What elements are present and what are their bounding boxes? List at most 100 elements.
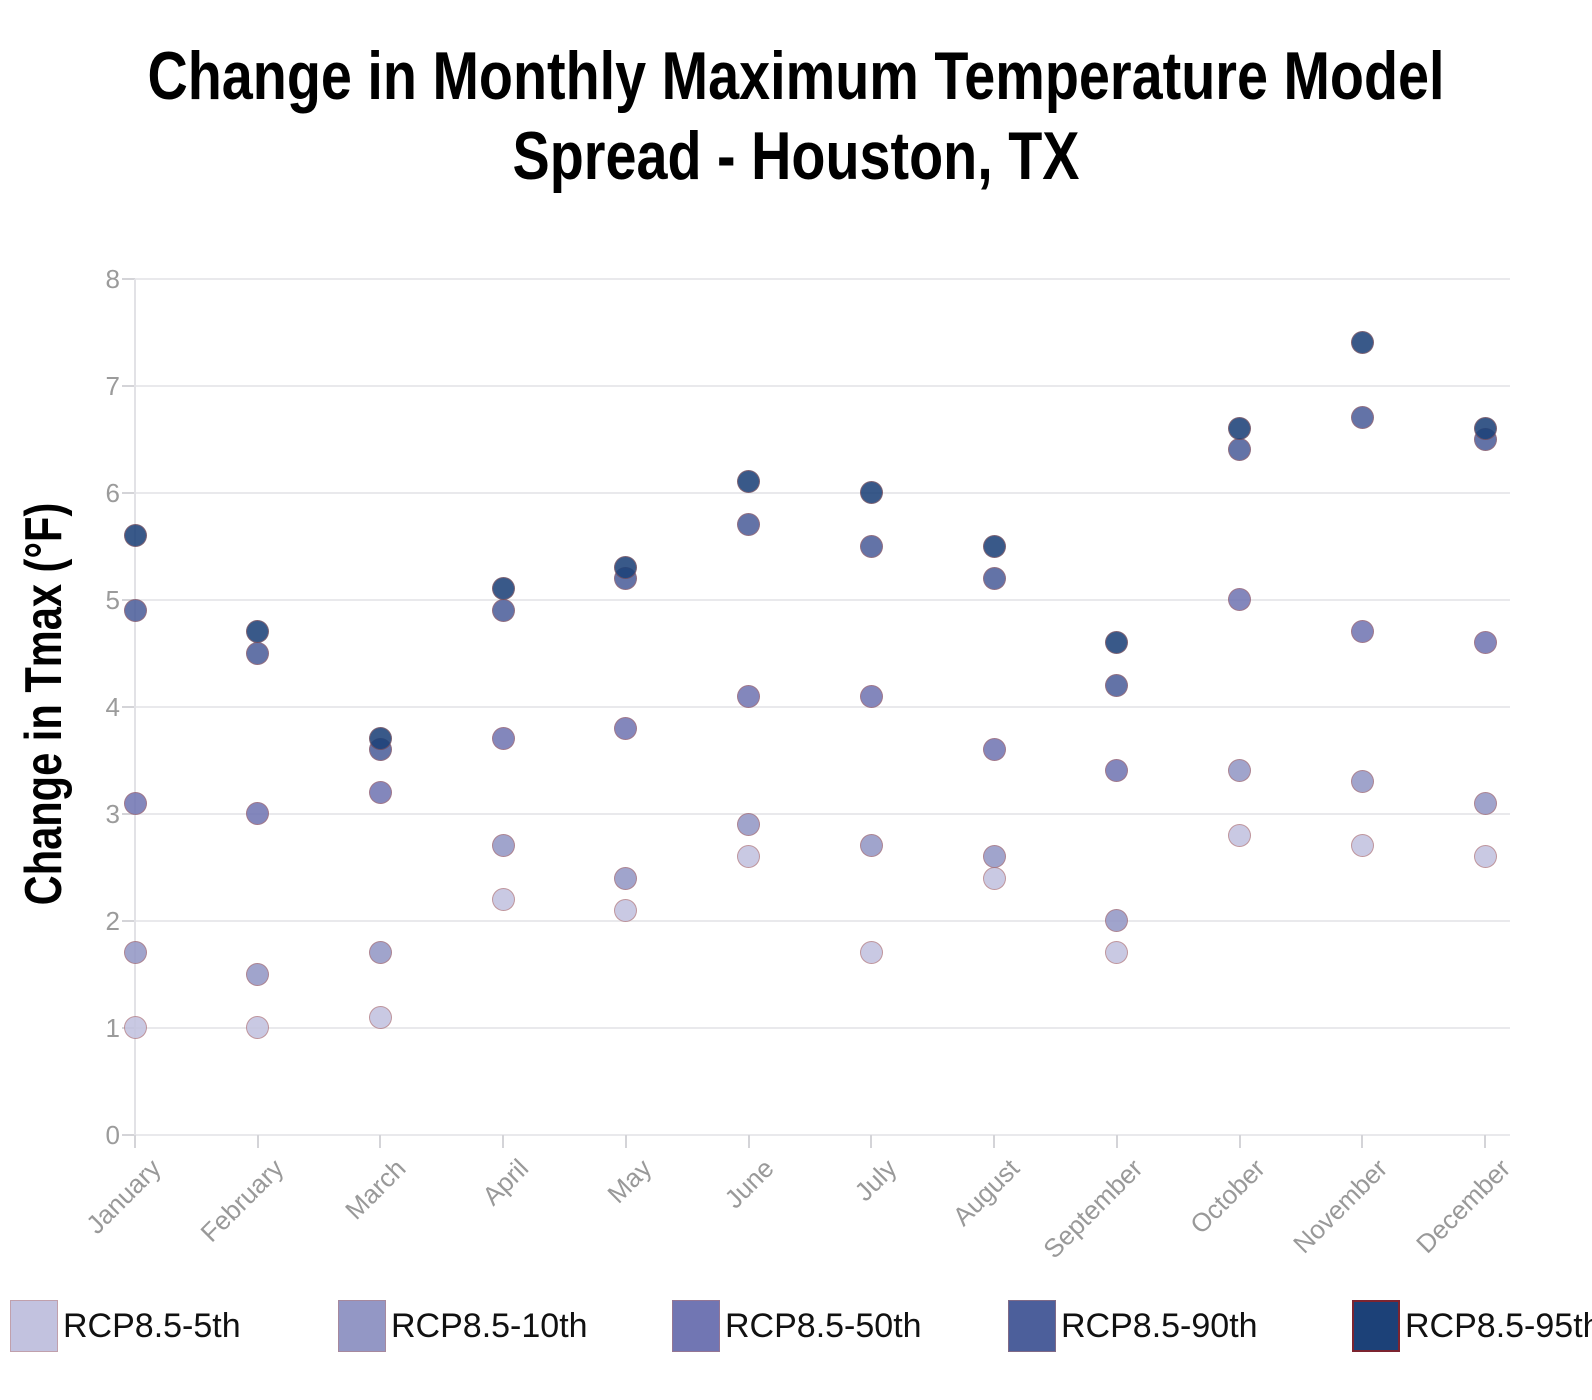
- legend-label: RCP8.5-50th: [725, 1306, 922, 1345]
- chart-title-line-1: Change in Monthly Maximum Temperature Mo…: [147, 38, 1445, 114]
- data-point-rcp8.5-5th: [1473, 845, 1497, 869]
- y-axis-tick: [122, 598, 135, 601]
- y-gridline: [135, 705, 1510, 708]
- y-axis-tick: [122, 1134, 135, 1136]
- legend-swatch-rcp8.5-95th: [1352, 1300, 1400, 1352]
- data-point-rcp8.5-10th: [123, 941, 147, 965]
- data-point-rcp8.5-95th: [246, 620, 270, 644]
- legend-item-rcp8.5-95th[interactable]: RCP8.5-95th: [1352, 1300, 1592, 1352]
- x-axis-tick: [256, 1135, 259, 1148]
- y-axis-label: 3: [105, 798, 120, 829]
- data-point-rcp8.5-95th: [982, 534, 1006, 558]
- legend-swatch-rcp8.5-5th: [10, 1300, 58, 1352]
- y-axis-tick: [122, 812, 135, 815]
- data-point-rcp8.5-5th: [737, 845, 761, 869]
- legend-label: RCP8.5-90th: [1061, 1306, 1258, 1345]
- y-axis-label: 1: [105, 1012, 120, 1043]
- data-point-rcp8.5-10th: [1473, 791, 1497, 815]
- x-axis-tick: [624, 1135, 627, 1148]
- legend-item-rcp8.5-90th[interactable]: RCP8.5-90th: [1008, 1300, 1258, 1352]
- legend-item-rcp8.5-10th[interactable]: RCP8.5-10th: [338, 1300, 588, 1352]
- data-point-rcp8.5-5th: [614, 898, 638, 922]
- y-gridline: [135, 598, 1510, 601]
- x-axis-tick: [134, 1135, 136, 1148]
- data-point-rcp8.5-10th: [737, 813, 761, 837]
- y-axis-label: 6: [105, 477, 120, 508]
- y-axis-label: 4: [105, 691, 120, 722]
- data-point-rcp8.5-10th: [1105, 909, 1129, 933]
- x-axis-label: July: [848, 1153, 903, 1207]
- chart-title: Change in Monthly Maximum Temperature Mo…: [0, 36, 1592, 196]
- data-point-rcp8.5-10th: [859, 834, 883, 858]
- data-point-rcp8.5-5th: [1228, 823, 1252, 847]
- data-point-rcp8.5-10th: [1350, 770, 1374, 794]
- data-point-rcp8.5-90th: [737, 513, 761, 537]
- data-point-rcp8.5-90th: [246, 641, 270, 665]
- y-axis-tick: [122, 919, 135, 922]
- y-axis-label: 7: [105, 370, 120, 401]
- data-point-rcp8.5-50th: [737, 684, 761, 708]
- legend-item-rcp8.5-5th[interactable]: RCP8.5-5th: [10, 1300, 241, 1352]
- data-point-rcp8.5-50th: [246, 802, 270, 826]
- data-point-rcp8.5-50th: [1105, 759, 1129, 783]
- legend-item-rcp8.5-50th[interactable]: RCP8.5-50th: [672, 1300, 922, 1352]
- x-axis-label: May: [601, 1153, 658, 1209]
- x-axis-tick: [870, 1135, 873, 1148]
- data-point-rcp8.5-5th: [1105, 941, 1129, 965]
- data-point-rcp8.5-5th: [123, 1016, 147, 1040]
- x-axis-label: November: [1287, 1153, 1394, 1260]
- data-point-rcp8.5-95th: [368, 727, 392, 751]
- x-axis-label: September: [1036, 1153, 1149, 1265]
- data-point-rcp8.5-10th: [1228, 759, 1252, 783]
- y-axis-label: 8: [105, 263, 120, 294]
- data-point-rcp8.5-10th: [491, 834, 515, 858]
- data-point-rcp8.5-95th: [1228, 416, 1252, 440]
- y-gridline: [135, 1026, 1510, 1029]
- y-axis-label: 5: [105, 584, 120, 615]
- data-point-rcp8.5-50th: [1473, 631, 1497, 655]
- data-point-rcp8.5-50th: [614, 716, 638, 740]
- data-point-rcp8.5-50th: [123, 791, 147, 815]
- data-point-rcp8.5-95th: [1473, 416, 1497, 440]
- data-point-rcp8.5-90th: [123, 598, 147, 622]
- data-point-rcp8.5-5th: [1350, 834, 1374, 858]
- data-point-rcp8.5-90th: [1350, 406, 1374, 430]
- y-gridline: [135, 491, 1510, 494]
- data-point-rcp8.5-90th: [982, 566, 1006, 590]
- data-point-rcp8.5-5th: [859, 941, 883, 965]
- x-axis-tick: [1484, 1135, 1487, 1148]
- data-point-rcp8.5-50th: [491, 727, 515, 751]
- data-point-rcp8.5-50th: [1350, 620, 1374, 644]
- x-axis-label: January: [79, 1153, 167, 1240]
- data-point-rcp8.5-90th: [859, 534, 883, 558]
- x-axis-label: June: [718, 1153, 780, 1215]
- x-axis-tick: [1238, 1135, 1241, 1148]
- data-point-rcp8.5-95th: [1105, 631, 1129, 655]
- y-gridline: [135, 919, 1510, 922]
- y-axis-tick: [122, 384, 135, 387]
- legend-swatch-rcp8.5-90th: [1008, 1300, 1056, 1352]
- x-axis-tick: [1361, 1135, 1364, 1148]
- data-point-rcp8.5-90th: [491, 598, 515, 622]
- data-point-rcp8.5-95th: [737, 470, 761, 494]
- chart-title-line-2: Spread - Houston, TX: [512, 118, 1080, 194]
- x-axis-tick: [747, 1135, 750, 1148]
- data-point-rcp8.5-50th: [1228, 588, 1252, 612]
- y-axis-tick: [122, 277, 135, 280]
- data-point-rcp8.5-5th: [982, 866, 1006, 890]
- x-axis-tick: [993, 1135, 996, 1148]
- y-axis-line: [134, 278, 136, 1135]
- data-point-rcp8.5-95th: [491, 577, 515, 601]
- data-point-rcp8.5-5th: [491, 887, 515, 911]
- data-point-rcp8.5-95th: [614, 556, 638, 580]
- x-axis-tick: [502, 1135, 505, 1148]
- data-point-rcp8.5-95th: [859, 481, 883, 505]
- y-axis-tick: [122, 491, 135, 494]
- legend-label: RCP8.5-95th: [1405, 1306, 1592, 1345]
- legend-label: RCP8.5-10th: [391, 1306, 588, 1345]
- data-point-rcp8.5-90th: [1105, 673, 1129, 697]
- data-point-rcp8.5-50th: [368, 780, 392, 804]
- data-point-rcp8.5-10th: [614, 866, 638, 890]
- data-point-rcp8.5-50th: [859, 684, 883, 708]
